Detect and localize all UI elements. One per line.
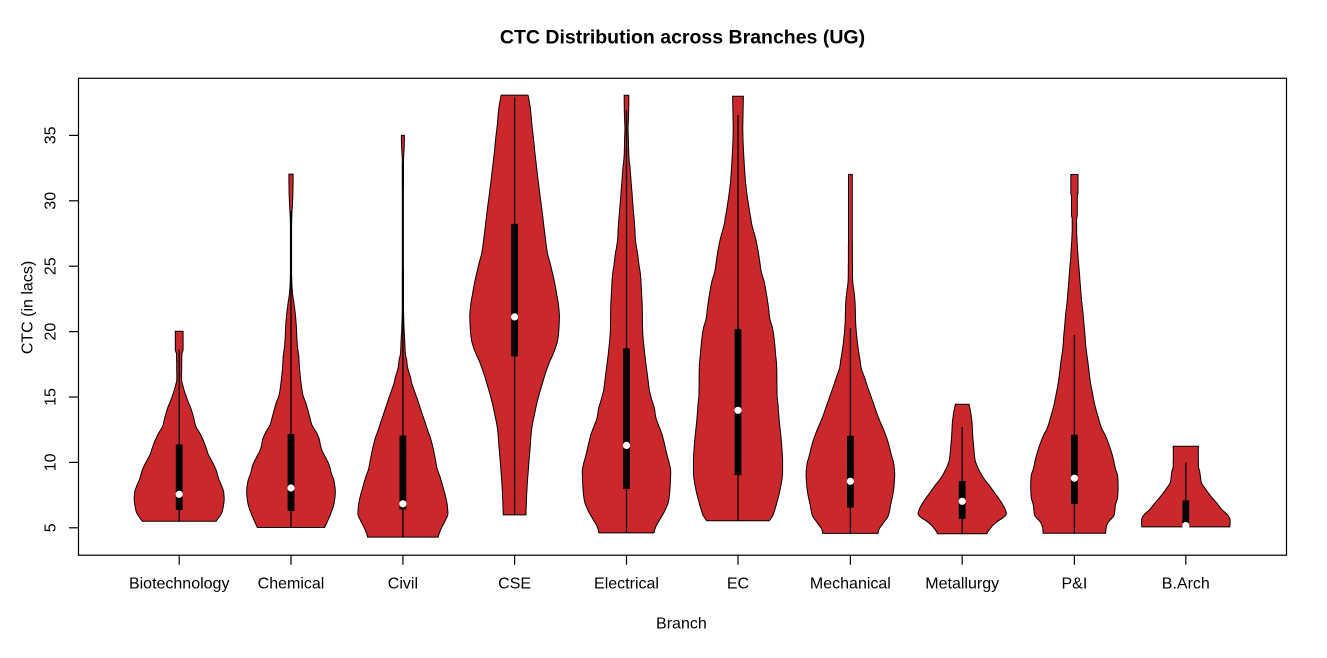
svg-text:25: 25 (43, 257, 60, 275)
svg-text:30: 30 (43, 192, 60, 210)
svg-text:35: 35 (43, 126, 60, 144)
svg-text:EC: EC (727, 576, 749, 593)
svg-text:Biotechnology: Biotechnology (129, 576, 230, 593)
svg-text:15: 15 (43, 388, 60, 406)
svg-text:CSE: CSE (498, 576, 531, 593)
svg-text:Electrical: Electrical (594, 576, 659, 593)
svg-text:Branch: Branch (656, 616, 707, 633)
svg-text:Civil: Civil (388, 576, 418, 593)
svg-text:10: 10 (43, 453, 60, 471)
svg-text:P&I: P&I (1062, 576, 1088, 593)
svg-text:Chemical: Chemical (258, 576, 325, 593)
svg-text:20: 20 (43, 323, 60, 341)
svg-text:CTC (in lacs): CTC (in lacs) (19, 261, 36, 354)
svg-text:CTC Distribution across Branch: CTC Distribution across Branches (UG) (500, 27, 865, 49)
svg-text:Metallurgy: Metallurgy (925, 576, 999, 593)
svg-text:B.Arch: B.Arch (1162, 576, 1210, 593)
svg-text:Mechanical: Mechanical (810, 576, 891, 593)
svg-text:5: 5 (43, 523, 60, 532)
